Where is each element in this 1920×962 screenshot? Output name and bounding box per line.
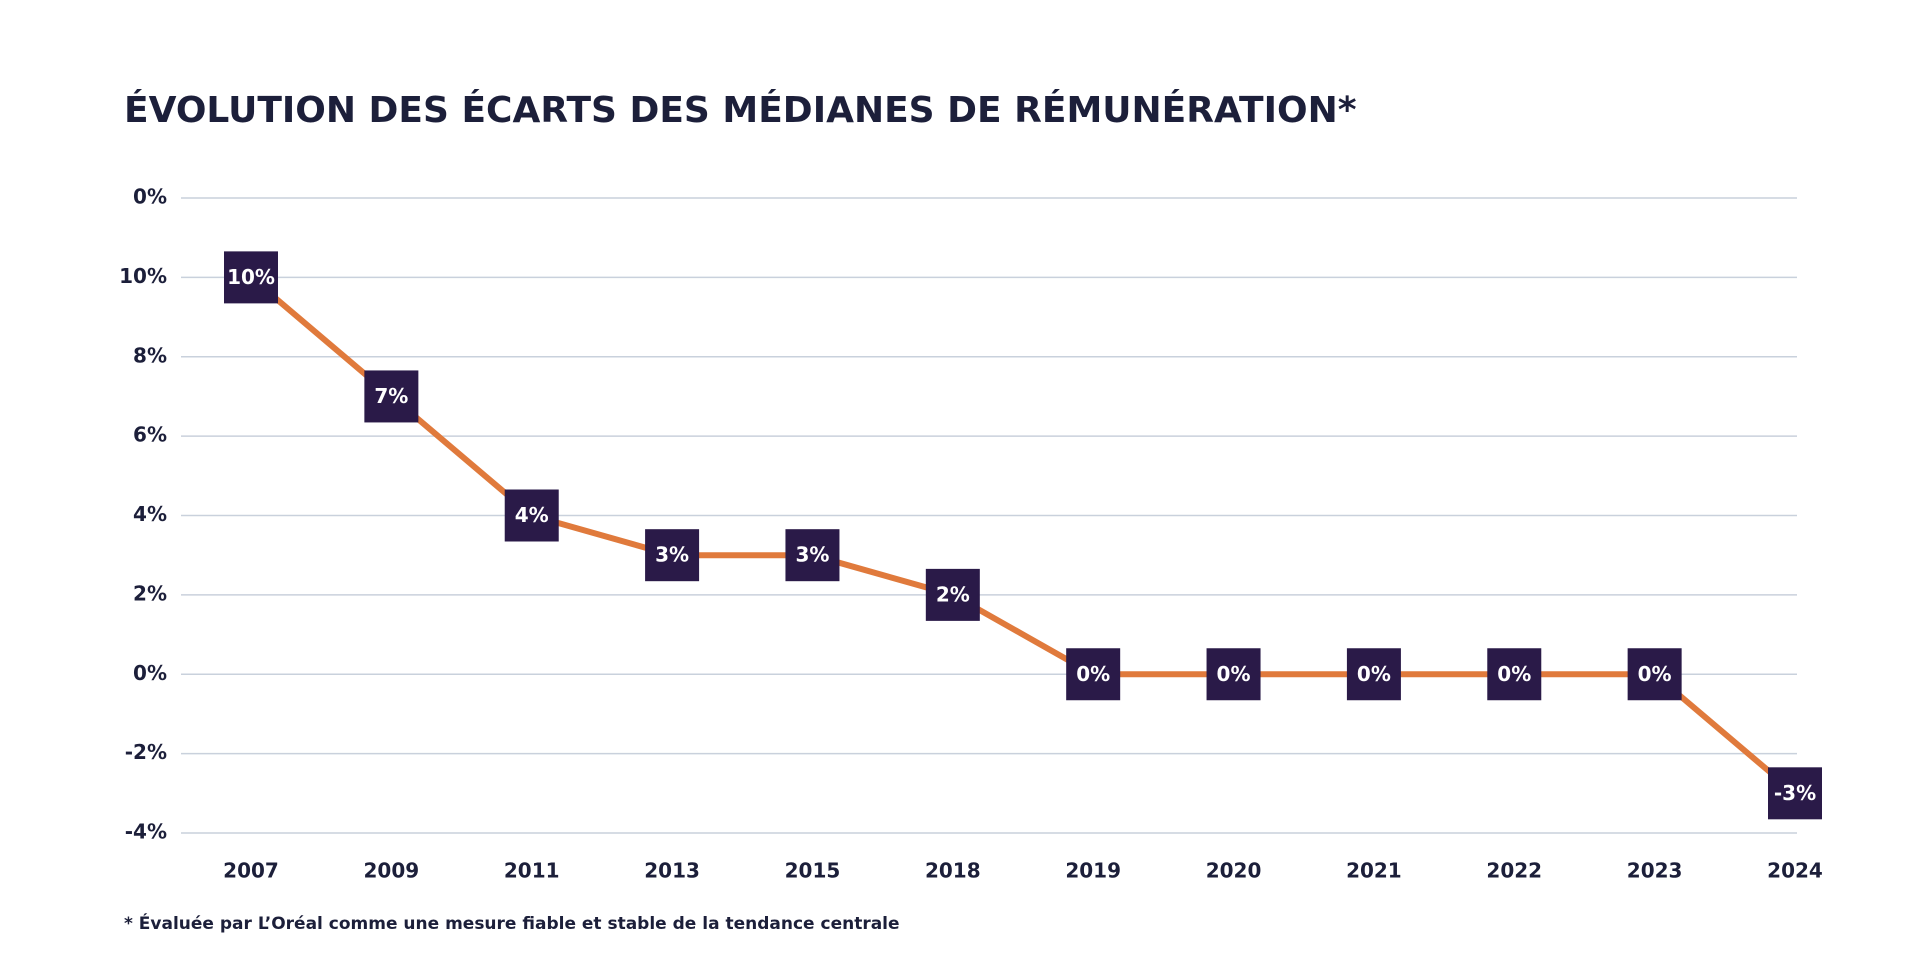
y-tick-label: 2%: [133, 581, 167, 605]
point-box: [1487, 648, 1542, 701]
x-tick-label: 2021: [1346, 859, 1402, 883]
x-tick-label: 2019: [1065, 859, 1121, 883]
data-label: 4%: [515, 503, 549, 527]
data-label: 0%: [1497, 662, 1531, 686]
y-tick-label: 8%: [133, 343, 167, 367]
x-tick-label: 2015: [785, 859, 841, 883]
y-tick-label: -2%: [125, 740, 167, 764]
x-tick-label: 2013: [644, 859, 700, 883]
y-tick-label: -4%: [125, 820, 167, 844]
x-tick-label: 2023: [1627, 859, 1683, 883]
data-label: 0%: [1076, 662, 1110, 686]
point-box: [1066, 648, 1121, 701]
point-box: [645, 529, 700, 582]
data-label: 3%: [795, 543, 829, 567]
x-tick-label: 2007: [223, 859, 279, 883]
point-box: [925, 568, 980, 621]
point-box: [785, 529, 840, 582]
data-label: 2%: [936, 582, 970, 606]
point-box: [224, 251, 278, 304]
y-tick-label: 10%: [119, 264, 167, 288]
point-box: [364, 370, 419, 423]
data-label: -3%: [1774, 781, 1816, 805]
x-tick-label: 2022: [1486, 859, 1542, 883]
x-tick-label: 2024: [1767, 859, 1823, 883]
x-tick-label: 2011: [504, 859, 560, 883]
point-box: [1768, 767, 1822, 820]
data-label: 7%: [374, 384, 408, 408]
point-box: [1346, 648, 1401, 701]
y-tick-label: 0%: [133, 661, 167, 685]
data-label: 0%: [1638, 662, 1672, 686]
y-tick-label: 0%: [133, 185, 167, 209]
chart-title: ÉVOLUTION DES ÉCARTS DES MÉDIANES DE RÉM…: [124, 89, 1357, 131]
x-tick-label: 2020: [1206, 859, 1262, 883]
point-box: [1627, 648, 1682, 701]
data-label: 3%: [655, 543, 689, 567]
point-box: [504, 489, 559, 542]
data-label: 10%: [227, 265, 275, 289]
data-label: 0%: [1357, 662, 1391, 686]
y-tick-label: 4%: [133, 502, 167, 526]
data-label: 0%: [1217, 662, 1251, 686]
x-tick-label: 2009: [364, 859, 420, 883]
y-tick-label: 6%: [133, 423, 167, 447]
footnote: * Évaluée par L’Oréal comme une mesure f…: [124, 912, 900, 934]
x-tick-label: 2018: [925, 859, 981, 883]
point-box: [1206, 648, 1261, 701]
line: [249, 275, 1797, 796]
